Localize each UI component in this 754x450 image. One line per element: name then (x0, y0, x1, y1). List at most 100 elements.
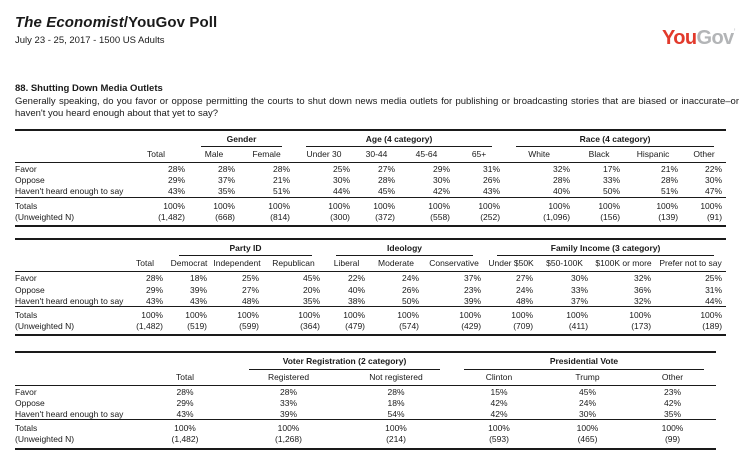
table-cell: 50% (402, 295, 420, 306)
table-cell: 100% (682, 196, 727, 211)
crosstab-table-gender-age-race: Gender Age (4 category) Race (4 category… (15, 128, 727, 227)
table-cell: 30% (433, 175, 451, 186)
table-cell: 100% (237, 419, 340, 434)
group-header-label: Gender (201, 134, 283, 147)
table-cell: (91) (706, 211, 723, 222)
group-header-label: Ideology (336, 243, 474, 257)
table-cell: 27% (241, 284, 259, 295)
table-row-havent-heard: Haven't heard enough to say 43% 39% 54% … (15, 408, 716, 420)
table-cell: (429) (461, 321, 482, 332)
table-cell: 33% (571, 284, 589, 295)
column-header: Registered (237, 369, 340, 386)
column-header: Liberal (324, 256, 370, 273)
empty-cell (15, 146, 123, 164)
table-cell: (593) (489, 434, 509, 445)
table-cell: 100% (354, 196, 400, 211)
row-label: Oppose (15, 284, 45, 295)
table-cell: 100% (189, 196, 239, 211)
column-header: Under 30 (294, 146, 355, 164)
table-cell: (558) (430, 211, 451, 222)
column-header: Total (123, 256, 167, 273)
table-cell: (574) (399, 321, 420, 332)
table-cell: 45% (578, 386, 596, 397)
group-header-label: Presidential Vote (464, 356, 704, 370)
table-cell: 100% (655, 305, 727, 321)
unweighted-n-row: (Unweighted N) (1,482) (668) (814) (300)… (15, 211, 726, 226)
table-row-favor: Favor 28% 28% 28% 15% 45% 23% (15, 385, 716, 397)
table-cell: (1,482) (136, 321, 163, 332)
table-row-favor: Favor 28% 18% 25% 45% 22% 24% 37% 27% 30… (15, 272, 726, 284)
column-header: Conservative (423, 256, 486, 273)
table-cell: (214) (386, 434, 406, 445)
row-label: Favor (15, 273, 37, 284)
table-cell: 28% (167, 164, 185, 175)
table-cell: (1,482) (158, 211, 185, 222)
column-header: 65+ (454, 146, 505, 164)
row-label: Totals (15, 196, 123, 211)
column-header: Not registered (340, 369, 452, 386)
table-cell: (189) (702, 321, 723, 332)
row-label: Totals (15, 419, 133, 434)
table-cell: 100% (294, 196, 355, 211)
table-cell: 29% (167, 175, 185, 186)
table-cell: (411) (568, 321, 589, 332)
table-cell: (1,268) (275, 434, 302, 445)
table-cell: 39% (189, 284, 207, 295)
table-cell: 31% (705, 284, 723, 295)
empty-cell (15, 352, 237, 369)
row-label: Haven't heard enough to say (15, 186, 124, 197)
table-cell: 38% (348, 295, 366, 306)
table-cell: 100% (624, 196, 683, 211)
table-cell: (814) (270, 211, 291, 222)
table-cell: 100% (123, 196, 189, 211)
column-header: Trump (546, 369, 629, 386)
table-cell: 22% (705, 164, 723, 175)
table-cell: 51% (661, 186, 679, 197)
table-cell: 47% (705, 186, 723, 197)
row-label: Haven't heard enough to say (15, 409, 124, 420)
table-cell: 100% (340, 419, 452, 434)
table-cell: 23% (663, 386, 681, 397)
table-row-oppose: Oppose 29% 37% 21% 30% 28% 30% 26% 28% 3… (15, 174, 726, 185)
empty-cell (15, 369, 133, 386)
row-label: Haven't heard enough to say (15, 295, 124, 306)
yougov-logo-gov: Gov (696, 27, 734, 49)
table-cell: 44% (705, 295, 723, 306)
row-label: (Unweighted N) (15, 211, 75, 222)
poll-dates-sample: July 23 - 25, 2017 - 1500 US Adults (15, 35, 165, 46)
totals-row: Totals 100% 100% 100% 100% 100% 100% 100… (15, 196, 727, 211)
yougov-logo: YouGov’ (661, 27, 736, 50)
row-label: (Unweighted N) (15, 321, 75, 332)
table-cell: (1,096) (543, 211, 571, 222)
table-cell: 28% (217, 164, 235, 175)
table-cell: 100% (324, 305, 370, 321)
column-header: Male (189, 146, 239, 164)
table-cell: 100% (399, 196, 455, 211)
table-cell: 100% (485, 305, 538, 321)
totals-row: Totals 100% 100% 100% 100% 100% 100% (15, 419, 716, 434)
column-header: Hispanic (624, 146, 683, 164)
table-cell: (1,482) (171, 434, 199, 445)
column-header: $50-100K (537, 256, 593, 273)
totals-row: Totals 100% 100% 100% 100% 100% 100% 100… (15, 305, 727, 321)
table-cell: 18% (189, 273, 207, 284)
row-label: Favor (15, 386, 37, 397)
page-title-yougov-poll: /YouGov Poll (123, 14, 218, 31)
table-cell: 100% (592, 305, 656, 321)
table-row-favor: Favor 28% 28% 28% 25% 27% 29% 31% 32% 17… (15, 163, 726, 175)
crosstab-table-registration-presvote: Voter Registration (2 category) Presiden… (15, 351, 716, 450)
table-cell: (364) (300, 321, 321, 332)
yougov-logo-you: You (661, 27, 697, 49)
empty-cell (15, 256, 123, 273)
group-header-age: Age (4 category) (294, 130, 504, 147)
table-cell: 18% (387, 397, 405, 408)
column-header: Other (682, 146, 727, 164)
table-cell: 100% (123, 305, 167, 321)
page-title-economist: The Economist (15, 14, 124, 31)
table-cell: 35% (303, 295, 321, 306)
row-label: Favor (15, 164, 37, 175)
table-cell: 29% (176, 397, 194, 408)
unweighted-n-row: (Unweighted N) (1,482) (519) (599) (364)… (15, 320, 726, 335)
table-cell: 25% (705, 273, 723, 284)
